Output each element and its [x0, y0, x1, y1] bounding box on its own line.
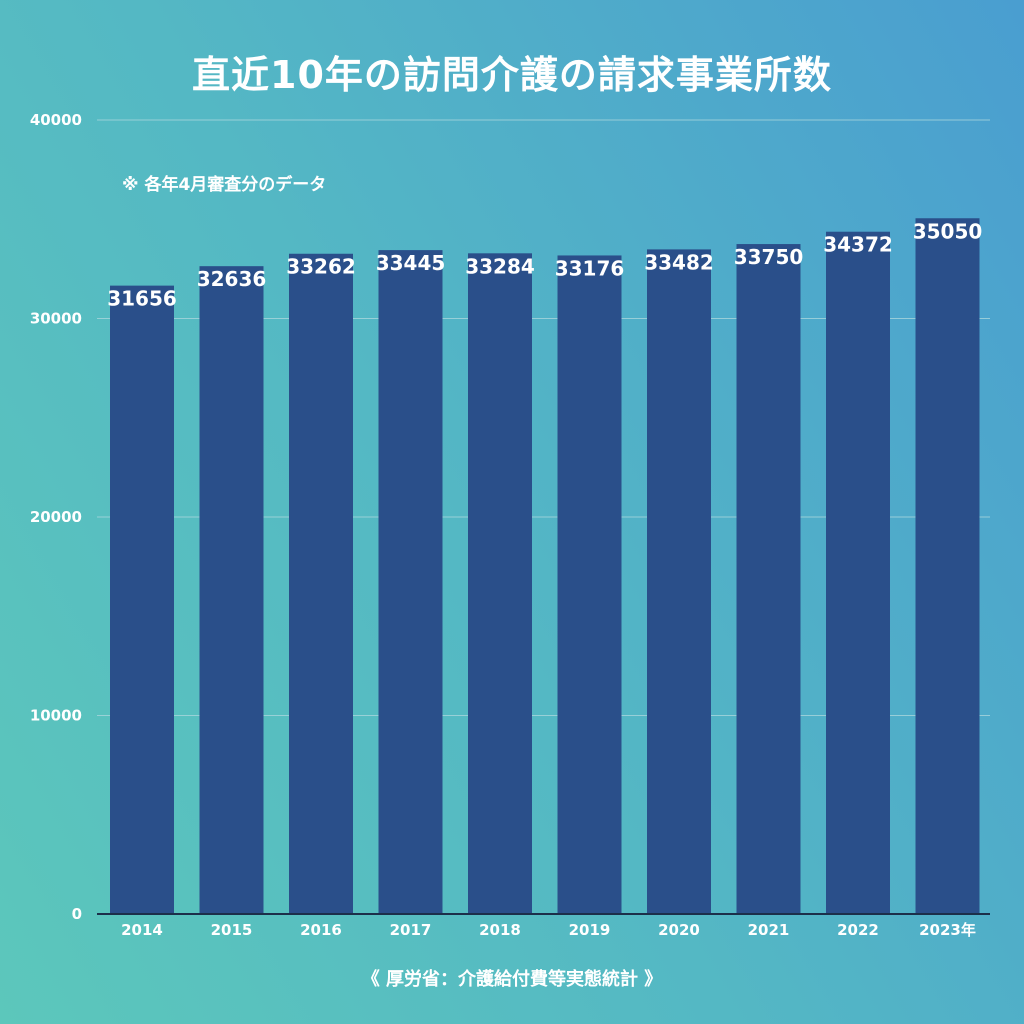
- x-tick-label: 2018: [479, 921, 521, 939]
- x-tick-label: 2017: [390, 921, 432, 939]
- data-label: 33284: [465, 254, 535, 278]
- bar-2016: [289, 253, 353, 915]
- data-label: 32636: [197, 267, 267, 291]
- bar-2021: [736, 244, 801, 914]
- bar-2023年: [915, 218, 980, 914]
- x-tick-label: 2019: [569, 921, 611, 939]
- bar-2015: [199, 266, 264, 914]
- data-label: 35050: [913, 219, 983, 243]
- x-tick-label: 2023年: [919, 921, 976, 939]
- bar-2018: [468, 253, 532, 914]
- x-tick-label: 2016: [300, 921, 342, 939]
- x-tick-label: 2022: [837, 921, 879, 939]
- data-label: 33262: [286, 255, 356, 279]
- x-axis-ticks: 2014 2015 2016 2017 2018 2019 2020 2021 2022 2023…: [121, 921, 976, 939]
- source-caption: 《 厚労省：介護給付費等実態統計 》: [361, 969, 663, 990]
- data-label: 33445: [376, 251, 446, 275]
- y-tick-label: 20000: [30, 508, 82, 526]
- data-label: 33750: [734, 245, 804, 269]
- x-tick-label: 2015: [211, 921, 253, 939]
- y-axis-ticks: 0 10000 20000 30000 40000: [30, 111, 82, 923]
- y-tick-label: 30000: [30, 310, 82, 328]
- bar-2022: [826, 231, 890, 914]
- y-tick-label: 0: [72, 905, 82, 923]
- y-tick-label: 10000: [30, 707, 82, 725]
- bar-2019: [557, 255, 622, 914]
- data-label: 33176: [555, 256, 625, 280]
- x-tick-label: 2014: [121, 921, 163, 939]
- data-label: 31656: [107, 287, 177, 311]
- data-label: 34372: [823, 233, 893, 257]
- y-tick-label: 40000: [30, 111, 82, 129]
- chart-note: ※ 各年4月審査分のデータ: [122, 175, 327, 195]
- chart-title: 直近10年の訪問介護の請求事業所数: [192, 53, 832, 97]
- data-label: 33482: [644, 250, 714, 274]
- x-tick-label: 2020: [658, 921, 700, 939]
- bar-2014: [110, 285, 174, 914]
- data-labels: 31656 32636 33262 33445 33284 33176 33482 33750…: [107, 219, 982, 310]
- bars: [110, 218, 980, 915]
- x-tick-label: 2021: [748, 921, 790, 939]
- bar-2020: [647, 249, 711, 914]
- bar-2017: [378, 250, 443, 914]
